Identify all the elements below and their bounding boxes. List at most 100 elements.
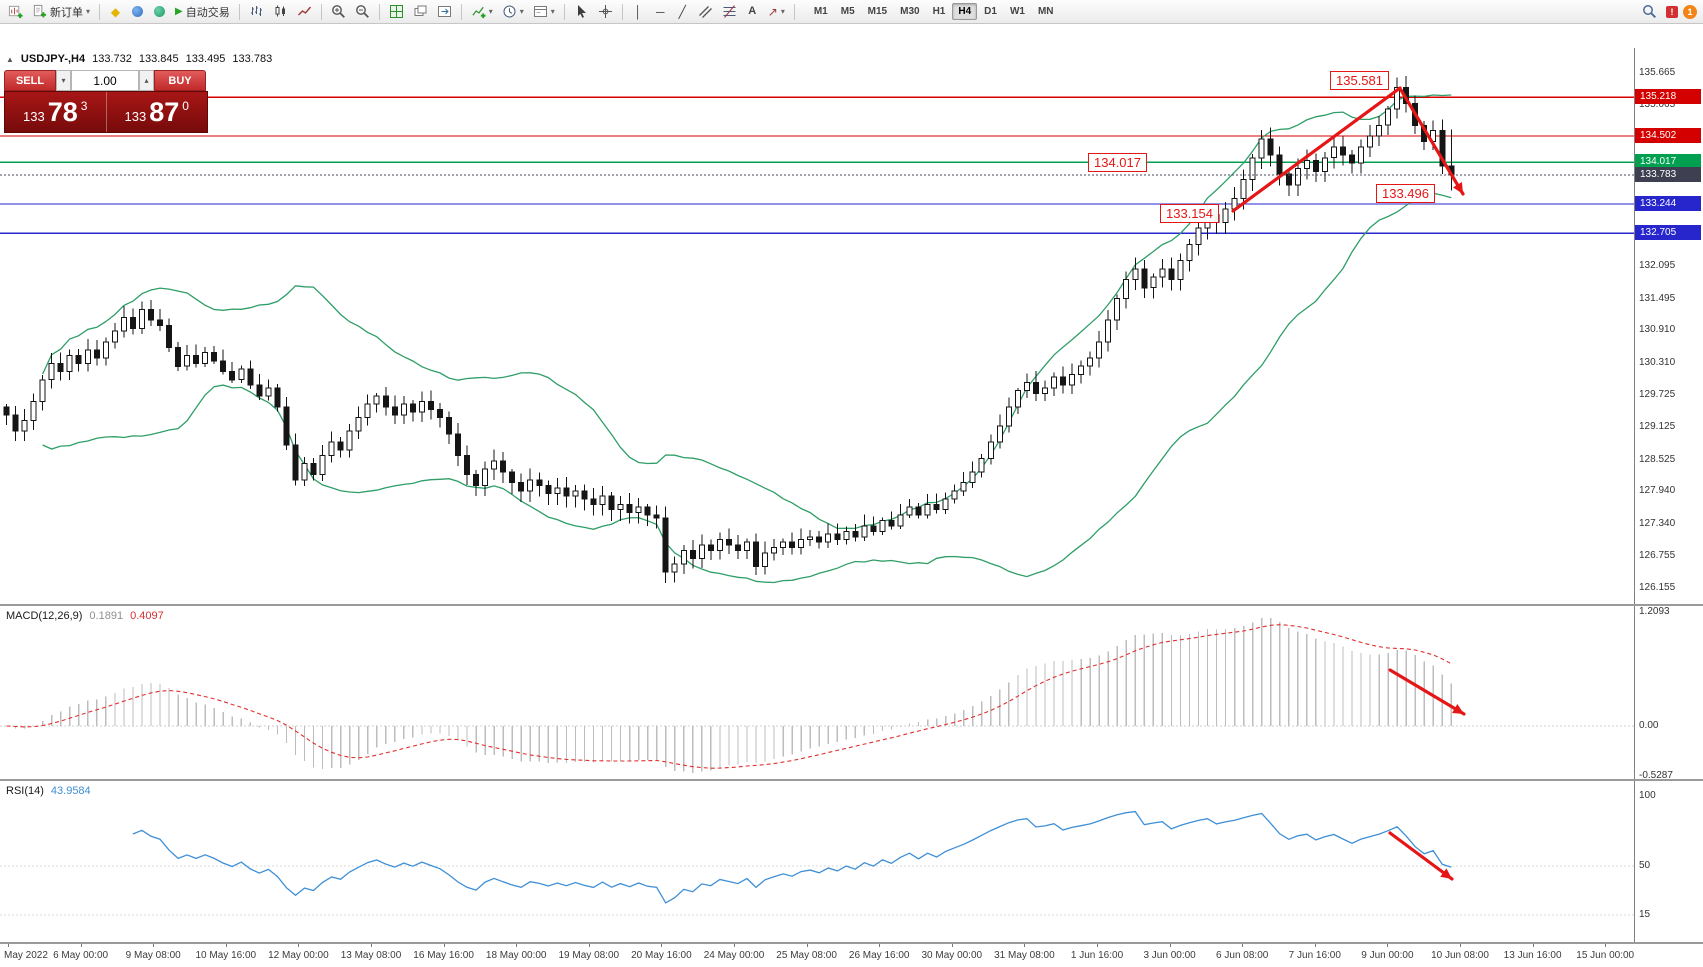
cursor-tool-button[interactable]: [570, 2, 593, 22]
price-scale-label: 130.910: [1639, 324, 1676, 336]
metaeditor-diamond-icon: ◆: [110, 4, 121, 19]
text-tool-button[interactable]: A: [742, 2, 763, 22]
autotrading-play-icon: ▶: [175, 5, 183, 17]
one-click-trading-panel: SELL ▾ ▴ BUY 133 78 3 133 87 0: [4, 70, 208, 133]
annotation-label: 133.496: [1376, 184, 1435, 203]
periods-button[interactable]: ▾: [498, 2, 528, 22]
toolbar-separator: [320, 3, 322, 20]
crosshair-tool-button[interactable]: [594, 2, 617, 22]
macd-panel-resize-divider[interactable]: [0, 604, 1703, 606]
time-axis-label: 12 May 00:00: [268, 950, 329, 961]
indicator-scale-label: 100: [1639, 790, 1656, 801]
cascade-windows-button[interactable]: [409, 2, 432, 22]
price-line-tag: 134.017: [1635, 154, 1701, 170]
community-button[interactable]: [127, 2, 148, 22]
symbol-ohlc-header: ▲ USDJPY-,H4 133.732 133.845 133.495 133…: [6, 53, 272, 65]
timeframe-button-M15[interactable]: M15: [867, 6, 888, 17]
fibonacci-tool-button[interactable]: [718, 2, 741, 22]
time-axis[interactable]: May 2022 6 May 00:00 9 May 08:00 10 May 16:…: [0, 943, 1703, 967]
rsi-name: RSI(14): [6, 785, 44, 797]
search-button[interactable]: [1638, 2, 1661, 22]
annotation-label: 134.017: [1088, 153, 1147, 172]
sell-price-sup: 3: [80, 98, 88, 113]
buy-price[interactable]: 133 87 0: [105, 92, 208, 132]
sell-button[interactable]: SELL: [4, 70, 56, 91]
zoom-out-button[interactable]: [351, 2, 374, 22]
templates-button[interactable]: ▾: [529, 2, 559, 22]
volume-decrease-button[interactable]: ▾: [56, 70, 71, 91]
rsi-panel-resize-divider[interactable]: [0, 779, 1703, 781]
toolbar-separator: [99, 3, 101, 20]
symbol-title: USDJPY-,H4: [20, 53, 86, 65]
chart-line-button[interactable]: [293, 2, 316, 22]
tile-windows-button[interactable]: [385, 2, 408, 22]
timeframe-button-M1[interactable]: M1: [813, 6, 828, 17]
new-chart-button[interactable]: [4, 2, 27, 22]
time-axis-label: 16 May 16:00: [413, 950, 474, 961]
indicators-button[interactable]: ▾: [467, 2, 497, 22]
macd-panel-canvas[interactable]: [0, 606, 1703, 779]
new-order-button[interactable]: 新订单 ▾: [28, 2, 94, 22]
chart-bars-button[interactable]: [245, 2, 268, 22]
time-axis-label: 24 May 00:00: [703, 950, 765, 961]
notification-badge[interactable]: 1: [1683, 4, 1697, 19]
metaeditor-button[interactable]: ◆: [105, 2, 126, 22]
indicator-scale-label: 50: [1639, 860, 1651, 871]
time-axis-label: May 2022: [4, 950, 48, 961]
timeframe-button-M30[interactable]: M30: [900, 6, 920, 17]
timeframe-button-H4[interactable]: H4: [952, 3, 978, 20]
main-toolbar: 新订单 ▾ ◆ ▶ 自动交易 ▾: [0, 0, 1703, 24]
timeframe-button-M5[interactable]: M5: [840, 6, 855, 17]
market-button[interactable]: [149, 2, 170, 22]
indicators-caret-icon: ▾: [488, 6, 493, 16]
trendline-tool-button[interactable]: ╱: [672, 2, 693, 22]
timeframe-button-MN[interactable]: MN: [1037, 6, 1054, 17]
arrows-tool-button[interactable]: ↗ ▾: [764, 2, 789, 22]
annotation-label: 135.581: [1330, 71, 1389, 90]
clock-icon: [503, 5, 516, 18]
channel-tool-button[interactable]: [694, 2, 717, 22]
cursor-icon: [577, 5, 586, 18]
indicators-icon: [472, 6, 486, 19]
zoom-in-icon: [331, 5, 345, 18]
alert-icon[interactable]: !: [1666, 5, 1678, 18]
volume-increase-button[interactable]: ▴: [139, 70, 154, 91]
symbol-icon: ▲: [6, 54, 14, 64]
new-order-icon: [33, 4, 47, 18]
periods-caret-icon: ▾: [519, 6, 524, 16]
timeframe-group: M1 M5 M15 M30 H1 H4 D1 W1 MN: [808, 3, 1060, 20]
zoom-in-button[interactable]: [327, 2, 350, 22]
autotrading-button[interactable]: ▶ 自动交易: [171, 2, 234, 22]
volume-input[interactable]: [71, 70, 139, 91]
indicator-scale-label: 1.2093: [1639, 606, 1670, 617]
timeframe-button-D1[interactable]: D1: [984, 6, 997, 17]
buy-price-prefix: 133: [124, 109, 147, 124]
horizontal-line-tool-button[interactable]: ─: [650, 2, 671, 22]
sell-price-prefix: 133: [23, 109, 45, 124]
main-chart-canvas[interactable]: [0, 48, 1703, 604]
price-scale-label: 135.665: [1639, 67, 1676, 78]
chart-window: ▲ USDJPY-,H4 133.732 133.845 133.495 133…: [0, 24, 1703, 967]
rsi-panel-canvas[interactable]: [0, 781, 1703, 942]
price-axis[interactable]: 135.665 135.065 132.095 131.495 130.910 130.3…: [1634, 48, 1703, 943]
tile-windows-icon: [389, 5, 403, 18]
chart-candles-button[interactable]: [269, 2, 292, 22]
price-scale-label: 129.725: [1639, 388, 1676, 400]
price-line-tag: 134.502: [1635, 127, 1701, 143]
chart-shift-button[interactable]: [433, 2, 456, 22]
price-line-tag: 133.783: [1635, 166, 1701, 182]
bar-chart-icon: [250, 6, 262, 16]
buy-button[interactable]: BUY: [154, 70, 206, 91]
timeframe-button-H1[interactable]: H1: [932, 6, 946, 17]
market-icon: [154, 6, 166, 17]
time-axis-label: 18 May 00:00: [485, 950, 547, 961]
candlestick-chart-icon: [275, 5, 285, 17]
price-scale-label: 131.495: [1639, 292, 1676, 304]
indicator-scale-label: 15: [1639, 909, 1651, 920]
ohlc-low: 133.495: [185, 53, 226, 65]
time-axis-divider: [0, 942, 1703, 944]
sell-price[interactable]: 133 78 3: [5, 92, 106, 132]
vertical-line-tool-button[interactable]: │: [628, 2, 649, 22]
buy-price-sup: 0: [182, 98, 189, 113]
timeframe-button-W1[interactable]: W1: [1009, 6, 1025, 17]
